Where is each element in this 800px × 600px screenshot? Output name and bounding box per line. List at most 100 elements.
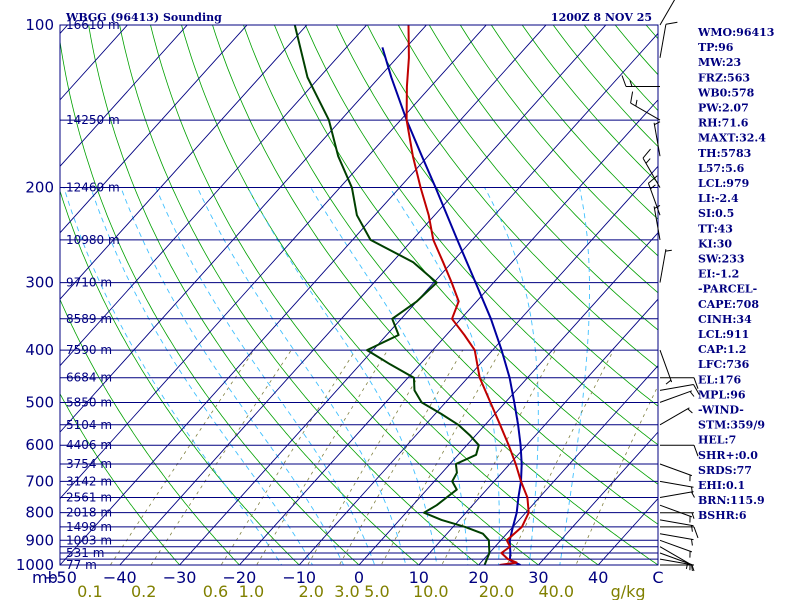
pressure-tick-label: 300 xyxy=(25,274,54,292)
moist-adiabat-line xyxy=(120,187,360,565)
isotherm-line xyxy=(60,25,487,500)
dry-adiabat-line xyxy=(60,392,181,565)
wind-barb xyxy=(659,552,693,571)
height-label: 6684 m xyxy=(66,371,112,385)
mixing-ratio-line xyxy=(256,349,389,565)
moist-adiabat-line xyxy=(310,187,480,565)
pressure-tick-label: 400 xyxy=(25,341,54,359)
temperature-tick-label: −30 xyxy=(163,568,197,587)
height-label: 14250 m xyxy=(66,113,120,127)
wind-barb-half-flag xyxy=(665,249,672,252)
wind-barb xyxy=(660,377,699,389)
wind-barb-flag xyxy=(642,148,651,159)
pressure-tick-label: 800 xyxy=(25,504,54,522)
height-label: 16610 m xyxy=(66,18,120,32)
chart-title: WBGG (96413) Sounding xyxy=(65,11,222,24)
wind-barb-flag xyxy=(630,91,634,104)
isotherm-line xyxy=(537,431,658,565)
index-value: RH:71.6 xyxy=(698,117,749,130)
stability-indices-panel: WMO:96413 TP:96 MW:23 FRZ:563 WB0:578 PW:2.07… xyxy=(697,26,774,522)
wind-barb xyxy=(659,480,694,494)
wind-barb-half-flag xyxy=(691,512,695,519)
mixing-ratio-label: 5.0 xyxy=(364,582,389,600)
isotherm-line xyxy=(477,364,658,565)
index-value: CINH:34 xyxy=(698,313,752,326)
mixing-ratio-label: 0.2 xyxy=(131,582,156,600)
wind-barb-flag xyxy=(648,175,658,184)
mixing-ratio-label: 40.0 xyxy=(538,582,574,600)
wind-barb-half-flag xyxy=(691,486,693,494)
wind-barb-half-flag xyxy=(635,99,638,107)
index-value: EL:176 xyxy=(698,373,741,386)
pressure-tick-label: 900 xyxy=(25,531,54,549)
temperature-tick-label: −50 xyxy=(43,568,77,587)
height-label: 531 m xyxy=(66,546,104,560)
index-value: SW:233 xyxy=(698,253,745,266)
wind-barb xyxy=(621,75,660,87)
wind-barb xyxy=(659,21,678,58)
pressure-tick-label: 600 xyxy=(25,436,54,454)
isotherm-line xyxy=(60,25,428,433)
height-label: 5104 m xyxy=(66,418,112,432)
mixing-ratio-label: 2.0 xyxy=(298,582,323,600)
index-value: L57:5.6 xyxy=(698,162,745,175)
moist-adiabat-line xyxy=(559,187,590,565)
index-value: BRN:115.9 xyxy=(698,494,765,507)
moist-adiabat-line xyxy=(247,187,450,565)
index-value: CAPE:708 xyxy=(698,298,759,311)
wind-barb xyxy=(659,407,693,426)
wind-barb-half-flag xyxy=(650,184,656,190)
mixing-ratio-labels: 0.1 0.2 0.6 1.0 2.0 3.0 5.0 10.0 20.0 40.0 g/kg xyxy=(77,582,645,600)
wind-barb xyxy=(659,519,694,532)
wind-barb xyxy=(659,463,693,482)
mixing-ratio-line xyxy=(506,349,614,565)
wind-barb-half-flag xyxy=(685,562,689,570)
wind-barb-half-flag xyxy=(691,564,695,572)
plot-border xyxy=(59,24,659,566)
isotherm-line xyxy=(238,99,658,565)
moist-adiabat-line xyxy=(155,187,390,565)
wind-barb-shaft xyxy=(659,384,694,391)
isotherm-line xyxy=(60,25,188,168)
height-label: 5850 m xyxy=(66,395,112,409)
wind-barb-half-flag xyxy=(691,525,693,532)
isotherm-line xyxy=(418,298,658,565)
observation-time: 1200Z 8 NOV 25 xyxy=(551,11,652,24)
index-value: LCL:979 xyxy=(698,177,749,190)
height-label: 9710 m xyxy=(66,276,112,290)
isotherm-line xyxy=(60,25,308,300)
index-value: KI:30 xyxy=(698,237,732,250)
wind-barb xyxy=(659,390,695,403)
wind-barb xyxy=(659,0,676,26)
mixing-ratio-line xyxy=(380,349,502,565)
index-value: LI:-2.4 xyxy=(698,192,739,205)
mixing-ratio-line xyxy=(150,349,292,565)
mixing-ratio-line xyxy=(307,349,435,565)
isotherm-line xyxy=(178,32,658,565)
wind-barb-half-flag xyxy=(691,564,693,571)
wind-barb xyxy=(660,444,699,457)
wind-barb xyxy=(659,249,672,283)
isotherm-line xyxy=(119,25,607,565)
parcel-profile-line xyxy=(381,47,523,565)
isotherm-line xyxy=(60,25,547,565)
temperature-profile-line xyxy=(405,25,530,565)
moist-adiabat-line xyxy=(484,187,539,565)
wind-barb-half-flag xyxy=(691,539,693,546)
mixing-ratio-line xyxy=(109,349,255,565)
index-value: -WIND- xyxy=(698,404,744,417)
index-value: MPL:96 xyxy=(698,388,746,401)
temperature-tick-label: −20 xyxy=(223,568,257,587)
wind-barb xyxy=(660,564,695,572)
index-value: MAXT:32.4 xyxy=(698,132,766,145)
index-value: LFC:736 xyxy=(698,358,750,371)
wind-barb-shaft xyxy=(659,539,693,553)
wind-barb xyxy=(642,148,661,188)
wind-barb xyxy=(659,504,693,523)
index-value: SHR+:0.0 xyxy=(698,449,758,462)
mixing-ratio-label: 1.0 xyxy=(239,582,264,600)
moist-adiabat-line xyxy=(389,187,509,565)
temperature-tick-label: 20 xyxy=(468,568,488,587)
wind-barb xyxy=(659,546,690,570)
